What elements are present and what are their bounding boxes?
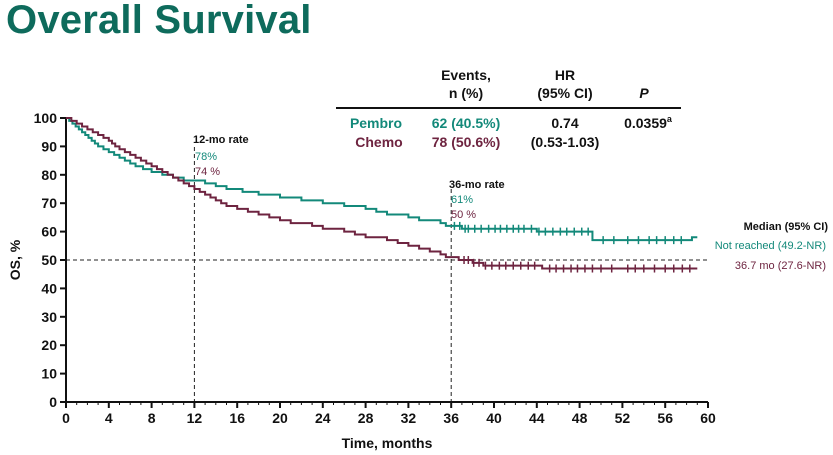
table-header-hr-2: (95% CI) <box>537 85 592 101</box>
x-tick-label: 60 <box>700 410 716 426</box>
y-tick-label: 20 <box>41 337 57 353</box>
x-tick-label: 24 <box>315 410 331 426</box>
y-tick-label: 40 <box>41 280 57 296</box>
median-header: Median (95% CI) <box>744 221 829 233</box>
rate-value-pembro: 78% <box>195 151 217 163</box>
table-row-chemo-arm: Chemo <box>355 134 402 150</box>
y-tick-label: 70 <box>41 195 57 211</box>
p-value: 0.0359 <box>624 115 667 131</box>
table-row-pembro-events: 62 (40.5%) <box>432 115 500 131</box>
rate-label: 36-mo rate <box>449 179 505 191</box>
median-pembro: Not reached (49.2-NR) <box>715 240 826 252</box>
x-tick-label: 28 <box>358 410 374 426</box>
table-header-p: P <box>639 85 649 101</box>
y-tick-label: 30 <box>41 309 57 325</box>
x-tick-label: 48 <box>572 410 588 426</box>
table-row-hr: 0.74 <box>551 115 578 131</box>
table-header-events-1: Events, <box>441 67 491 83</box>
y-tick-label: 60 <box>41 224 57 240</box>
rate-value-chemo: 74 % <box>195 166 220 178</box>
y-tick-label: 80 <box>41 167 57 183</box>
y-tick-label: 0 <box>49 394 57 410</box>
x-tick-label: 12 <box>187 410 203 426</box>
x-tick-label: 56 <box>657 410 673 426</box>
x-tick-label: 44 <box>529 410 545 426</box>
y-tick-label: 10 <box>41 366 57 382</box>
x-tick-label: 4 <box>105 410 113 426</box>
x-tick-label: 32 <box>401 410 417 426</box>
table-row-chemo-events: 78 (50.6%) <box>432 134 500 150</box>
rate-label: 12-mo rate <box>193 134 249 146</box>
y-tick-label: 90 <box>41 138 57 154</box>
x-tick-label: 52 <box>615 410 631 426</box>
km-chart: 01020304050607080901000 4 8 12 16 20 24 28 32 36 4… <box>0 0 833 455</box>
x-axis-title: Time, months <box>342 435 433 451</box>
x-tick-label: 8 <box>148 410 156 426</box>
rate-value-pembro: 61% <box>451 194 473 206</box>
table-row-p: 0.0359a <box>624 114 673 131</box>
table-row-pembro-arm: Pembro <box>350 115 402 131</box>
x-tick-label: 20 <box>272 410 288 426</box>
x-tick-label: 40 <box>486 410 502 426</box>
y-tick-label: 50 <box>41 252 57 268</box>
x-tick-label: 16 <box>229 410 245 426</box>
x-tick-label: 0 <box>62 410 70 426</box>
table-header-events-2: n (%) <box>449 85 483 101</box>
x-tick-label: 36 <box>443 410 459 426</box>
y-tick-label: 100 <box>34 110 58 126</box>
table-header-hr-1: HR <box>555 67 575 83</box>
rate-value-chemo: 50 % <box>451 209 476 221</box>
p-superscript: a <box>667 114 673 124</box>
median-chemo: 36.7 mo (27.6-NR) <box>735 260 826 272</box>
table-row-hr-ci: (0.53-1.03) <box>531 134 599 150</box>
y-axis-title: OS, % <box>7 239 23 280</box>
